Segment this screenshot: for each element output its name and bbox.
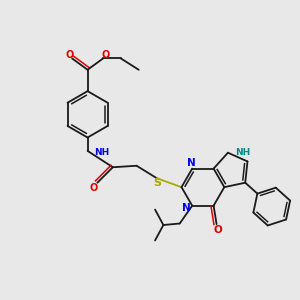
Text: O: O (90, 183, 98, 193)
Text: NH: NH (236, 148, 250, 157)
Text: O: O (101, 50, 110, 60)
Text: O: O (66, 50, 74, 60)
Text: O: O (214, 225, 222, 235)
Text: N: N (182, 203, 191, 213)
Text: N: N (187, 158, 196, 168)
Text: S: S (153, 178, 161, 188)
Text: NH: NH (94, 148, 110, 157)
